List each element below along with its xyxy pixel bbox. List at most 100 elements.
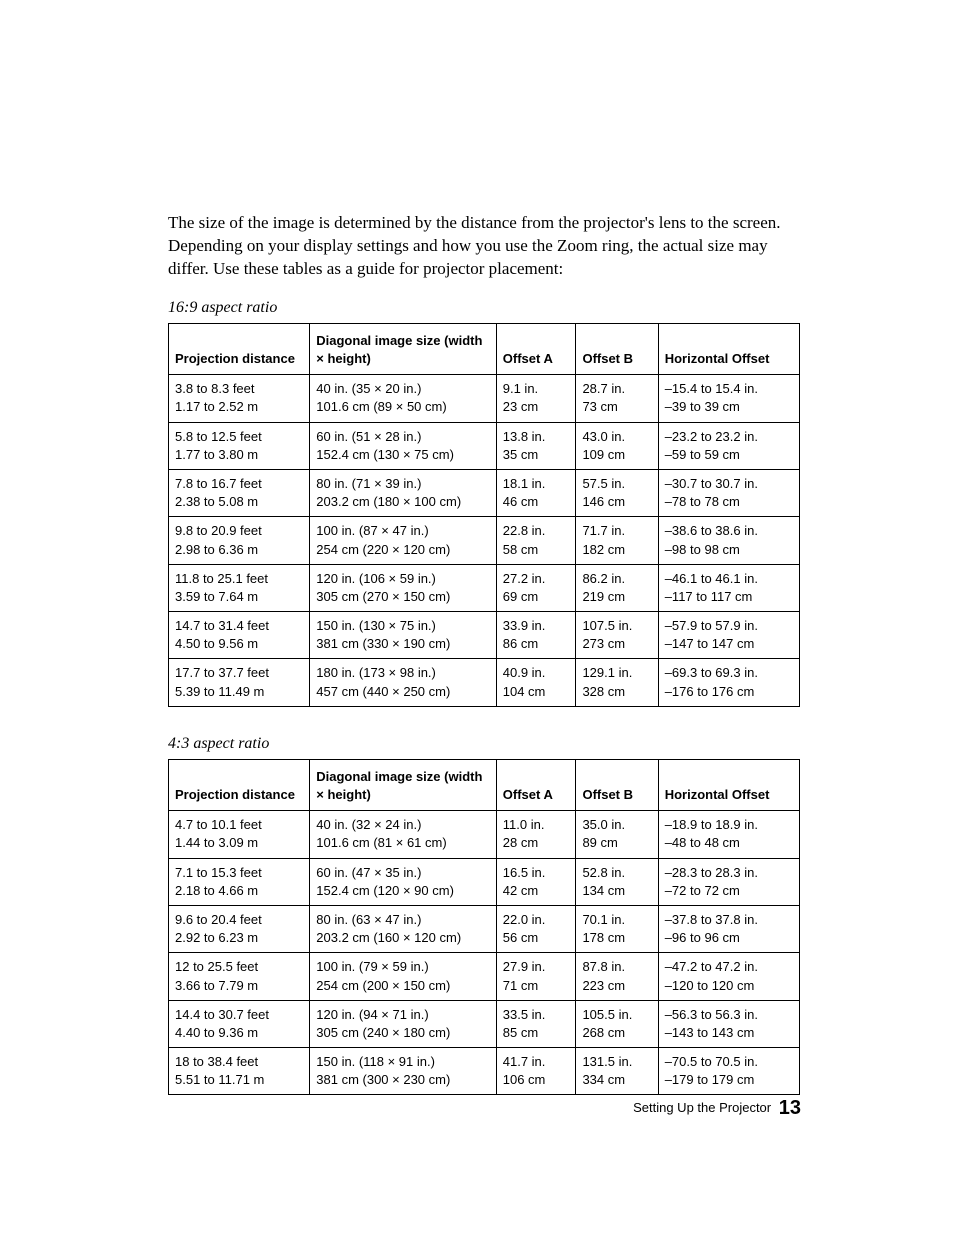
cell-line: 1.44 to 3.09 m [175,835,258,850]
table-cell: 27.9 in. 71 cm [496,953,576,1000]
cell-line: 5.39 to 11.49 m [175,684,264,699]
cell-line: 9.1 in. [503,381,538,396]
cell-line: 1.77 to 3.80 m [175,447,258,462]
col-header: Offset A [496,759,576,810]
cell-line: 2.92 to 6.23 m [175,930,258,945]
cell-line: 203.2 cm (180 × 100 cm) [316,494,461,509]
table-row: 14.7 to 31.4 feet4.50 to 9.56 m150 in. (… [169,612,800,659]
table-row: 14.4 to 30.7 feet4.40 to 9.36 m120 in. (… [169,1000,800,1047]
cell-line: 5.8 to 12.5 feet [175,429,262,444]
page-footer: Setting Up the Projector 13 [633,1097,801,1120]
cell-line: –18.9 to 18.9 in. [665,817,758,832]
table-cell: 43.0 in.109 cm [576,422,658,469]
col-header: Horizontal Offset [658,759,799,810]
cell-line: 89 cm [582,835,617,850]
cell-line: 56 cm [503,930,538,945]
cell-line: 305 cm (270 × 150 cm) [316,589,450,604]
cell-line: –23.2 to 23.2 in. [665,429,758,444]
cell-line: 14.7 to 31.4 feet [175,618,269,633]
cell-line: 23 cm [503,399,538,414]
table-body-4-3: 4.7 to 10.1 feet 1.44 to 3.09 m 40 in. (32… [169,811,800,1095]
col-header: Offset A [496,323,576,374]
table-cell: 18.1 in. 46 cm [496,469,576,516]
cell-line: –176 to 176 cm [665,684,755,699]
table-cell: 13.8 in.35 cm [496,422,576,469]
table-cell: –56.3 to 56.3 in.–143 to 143 cm [658,1000,799,1047]
cell-line: –28.3 to 28.3 in. [665,865,758,880]
cell-line: –47.2 to 47.2 in. [665,959,758,974]
cell-line: 71 cm [503,978,538,993]
cell-line: 219 cm [582,589,625,604]
table-cell: 11.0 in.28 cm [496,811,576,858]
table-cell: 7.1 to 15.3 feet2.18 to 4.66 m [169,858,310,905]
table-cell: 40 in. (32 × 24 in.)101.6 cm (81 × 61 cm… [310,811,496,858]
cell-line: 106 cm [503,1072,546,1087]
cell-line: –179 to 179 cm [665,1072,755,1087]
cell-line: 27.2 in. [503,571,546,586]
table-cell: 9.8 to 20.9 feet2.98 to 6.36 m [169,517,310,564]
table-cell: 41.7 in.106 cm [496,1048,576,1095]
table-cell: –37.8 to 37.8 in.–96 to 96 cm [658,905,799,952]
table-cell: –38.6 to 38.6 in. –98 to 98 cm [658,517,799,564]
table-cell: 40.9 in.104 cm [496,659,576,706]
table-cell: 33.9 in.86 cm [496,612,576,659]
cell-line: –72 to 72 cm [665,883,740,898]
table-cell: 40 in. (35 × 20 in.)101.6 cm (89 × 50 cm… [310,375,496,422]
page-number: 13 [779,1097,801,1119]
cell-line: –98 to 98 cm [665,542,740,557]
table-cell: –70.5 to 70.5 in.–179 to 179 cm [658,1048,799,1095]
table-cell: 80 in. (71 × 39 in.)203.2 cm (180 × 100 … [310,469,496,516]
table-cell: 180 in. (173 × 98 in.)457 cm (440 × 250 … [310,659,496,706]
table-cell: 60 in. (47 × 35 in.)152.4 cm (120 × 90 c… [310,858,496,905]
table-cell: –46.1 to 46.1 in. –117 to 117 cm [658,564,799,611]
cell-line: –15.4 to 15.4 in. [665,381,758,396]
cell-line: 328 cm [582,684,625,699]
table-cell: 129.1 in.328 cm [576,659,658,706]
cell-line: 2.38 to 5.08 m [175,494,258,509]
table-row: 11.8 to 25.1 feet3.59 to 7.64 m120 in. (… [169,564,800,611]
cell-line: 305 cm (240 × 180 cm) [316,1025,450,1040]
cell-line: 120 in. (106 × 59 in.) [316,571,436,586]
cell-line: –38.6 to 38.6 in. [665,523,758,538]
table-cell: 52.8 in.134 cm [576,858,658,905]
table-cell: 105.5 in.268 cm [576,1000,658,1047]
table-cell: –18.9 to 18.9 in.–48 to 48 cm [658,811,799,858]
table-cell: 60 in. (51 × 28 in.)152.4 cm (130 × 75 c… [310,422,496,469]
cell-line: 87.8 in. [582,959,625,974]
table-16-9: Projection distance Diagonal image size … [168,323,800,707]
table-cell: –57.9 to 57.9 in.–147 to 147 cm [658,612,799,659]
col-header: Horizontal Offset [658,323,799,374]
cell-line: 27.9 in. [503,959,546,974]
col-header: Offset B [576,323,658,374]
table-row: 7.8 to 16.7 feet2.38 to 5.08 m80 in. (71… [169,469,800,516]
cell-line: 46 cm [503,494,538,509]
cell-line: 52.8 in. [582,865,625,880]
cell-line: 80 in. (63 × 47 in.) [316,912,421,927]
table-cell: 131.5 in.334 cm [576,1048,658,1095]
cell-line: 43.0 in. [582,429,625,444]
cell-line: 40.9 in. [503,665,546,680]
cell-line: 73 cm [582,399,617,414]
cell-line: 4.7 to 10.1 feet [175,817,262,832]
table-row: 9.6 to 20.4 feet 2.92 to 6.23 m 80 in. (63… [169,905,800,952]
cell-line: 60 in. (47 × 35 in.) [316,865,421,880]
table-cell: –30.7 to 30.7 in.–78 to 78 cm [658,469,799,516]
cell-line: 70.1 in. [582,912,625,927]
cell-line: –147 to 147 cm [665,636,755,651]
cell-line: 22.8 in. [503,523,546,538]
cell-line: 3.66 to 7.79 m [175,978,258,993]
intro-paragraph: The size of the image is determined by t… [168,212,801,281]
cell-line: 178 cm [582,930,625,945]
cell-line: 18.1 in. [503,476,546,491]
cell-line: 457 cm (440 × 250 cm) [316,684,450,699]
cell-line: 11.0 in. [503,817,545,832]
cell-line: –117 to 117 cm [665,589,753,604]
table-cell: 18 to 38.4 feet5.51 to 11.71 m [169,1048,310,1095]
cell-line: 12 to 25.5 feet [175,959,258,974]
cell-line: 381 cm (330 × 190 cm) [316,636,450,651]
cell-line: –46.1 to 46.1 in. [665,571,758,586]
cell-line: –120 to 120 cm [665,978,755,993]
cell-line: 182 cm [582,542,625,557]
cell-line: 101.6 cm (89 × 50 cm) [316,399,446,414]
cell-line: 9.6 to 20.4 feet [175,912,262,927]
